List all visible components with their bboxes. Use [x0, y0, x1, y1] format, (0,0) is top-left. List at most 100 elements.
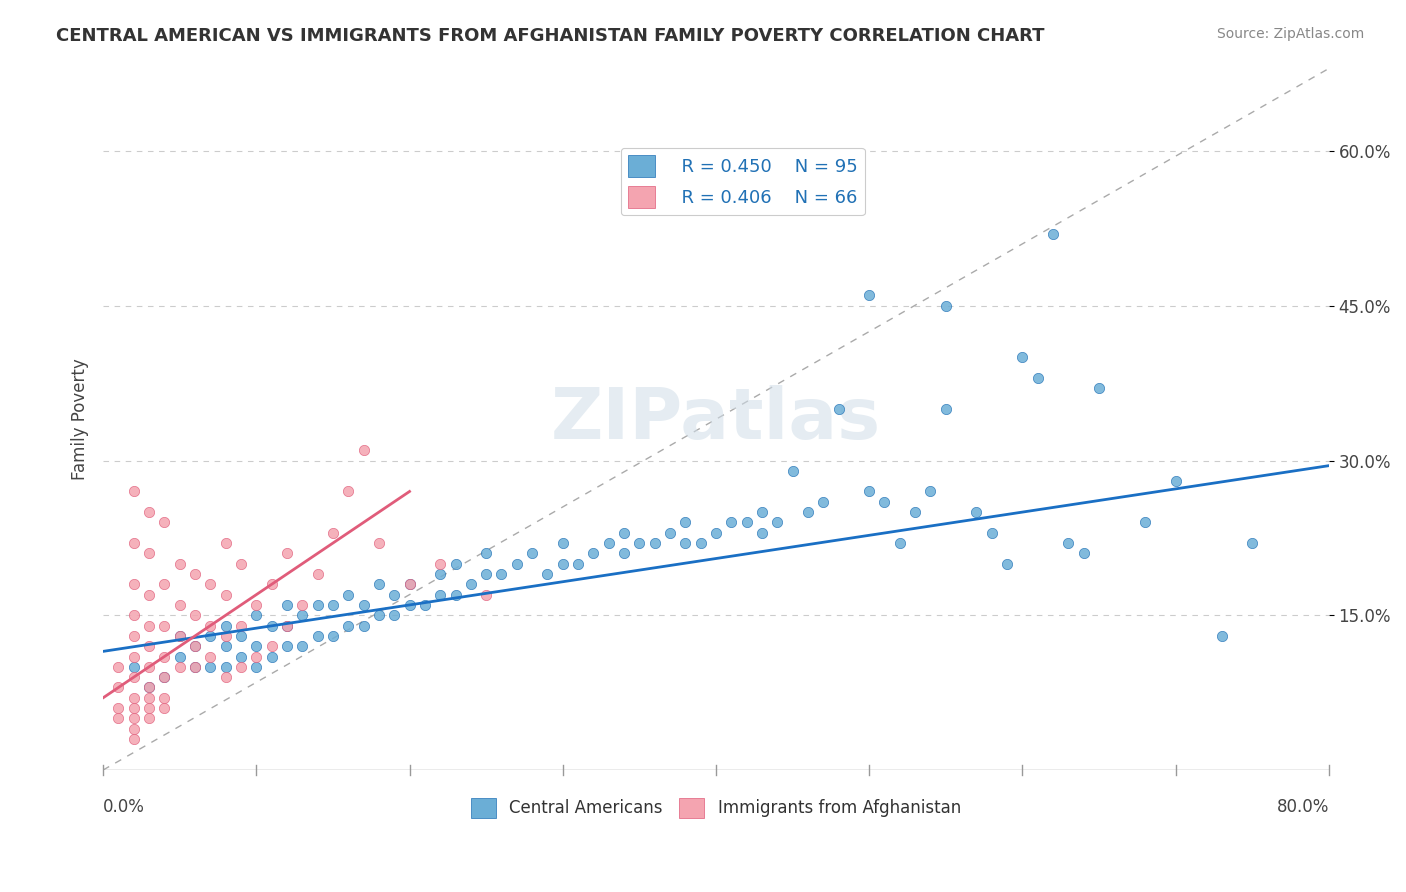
Point: [307, 566, 329, 581]
Point: [138, 546, 160, 560]
Point: [491, 566, 513, 581]
Text: CENTRAL AMERICAN VS IMMIGRANTS FROM AFGHANISTAN FAMILY POVERTY CORRELATION CHART: CENTRAL AMERICAN VS IMMIGRANTS FROM AFGH…: [56, 27, 1045, 45]
Point: [138, 711, 160, 725]
Point: [444, 588, 467, 602]
Point: [229, 629, 252, 643]
Point: [169, 557, 191, 571]
Point: [138, 660, 160, 674]
Point: [200, 629, 222, 643]
Point: [307, 598, 329, 612]
Point: [429, 566, 451, 581]
Point: [751, 525, 773, 540]
Point: [184, 608, 207, 623]
Point: [122, 711, 145, 725]
Point: [215, 618, 238, 632]
Point: [858, 484, 880, 499]
Point: [169, 660, 191, 674]
Point: [413, 598, 436, 612]
Point: [184, 660, 207, 674]
Point: [153, 618, 176, 632]
Point: [659, 525, 682, 540]
Point: [107, 701, 129, 715]
Point: [353, 598, 375, 612]
Point: [382, 588, 405, 602]
Point: [200, 577, 222, 591]
Point: [122, 484, 145, 499]
Point: [229, 660, 252, 674]
Point: [107, 711, 129, 725]
Point: [782, 464, 804, 478]
Point: [169, 629, 191, 643]
Point: [291, 608, 314, 623]
Point: [613, 546, 636, 560]
Point: [200, 660, 222, 674]
Point: [307, 629, 329, 643]
Point: [429, 557, 451, 571]
Legend: Central Americans, Immigrants from Afghanistan: Central Americans, Immigrants from Afgha…: [464, 791, 967, 825]
Point: [245, 639, 267, 653]
Point: [398, 577, 420, 591]
Point: [184, 639, 207, 653]
Point: [751, 505, 773, 519]
Point: [215, 660, 238, 674]
Point: [153, 701, 176, 715]
Point: [858, 288, 880, 302]
Point: [245, 660, 267, 674]
Point: [506, 557, 529, 571]
Point: [322, 598, 344, 612]
Point: [200, 618, 222, 632]
Point: [215, 670, 238, 684]
Point: [644, 536, 666, 550]
Point: [520, 546, 543, 560]
Point: [153, 690, 176, 705]
Point: [291, 639, 314, 653]
Point: [260, 618, 283, 632]
Point: [291, 598, 314, 612]
Point: [704, 525, 727, 540]
Text: ZIPatlas: ZIPatlas: [551, 384, 882, 454]
Point: [122, 690, 145, 705]
Point: [673, 536, 696, 550]
Point: [398, 577, 420, 591]
Point: [353, 618, 375, 632]
Point: [980, 525, 1002, 540]
Point: [689, 536, 711, 550]
Point: [169, 649, 191, 664]
Point: [138, 681, 160, 695]
Point: [184, 566, 207, 581]
Point: [965, 505, 987, 519]
Point: [229, 618, 252, 632]
Point: [122, 660, 145, 674]
Point: [122, 649, 145, 664]
Point: [276, 598, 298, 612]
Point: [1011, 351, 1033, 365]
Point: [475, 588, 498, 602]
Point: [260, 639, 283, 653]
Point: [1088, 381, 1111, 395]
Point: [122, 629, 145, 643]
Point: [322, 525, 344, 540]
Point: [429, 588, 451, 602]
Point: [122, 536, 145, 550]
Point: [995, 557, 1018, 571]
Point: [567, 557, 589, 571]
Point: [797, 505, 820, 519]
Point: [444, 557, 467, 571]
Point: [827, 401, 849, 416]
Point: [138, 588, 160, 602]
Point: [720, 516, 742, 530]
Point: [229, 649, 252, 664]
Point: [935, 299, 957, 313]
Point: [184, 660, 207, 674]
Point: [766, 516, 789, 530]
Point: [153, 516, 176, 530]
Point: [215, 536, 238, 550]
Point: [122, 732, 145, 747]
Point: [122, 670, 145, 684]
Point: [475, 566, 498, 581]
Point: [215, 588, 238, 602]
Point: [169, 598, 191, 612]
Point: [260, 649, 283, 664]
Point: [122, 608, 145, 623]
Point: [337, 618, 360, 632]
